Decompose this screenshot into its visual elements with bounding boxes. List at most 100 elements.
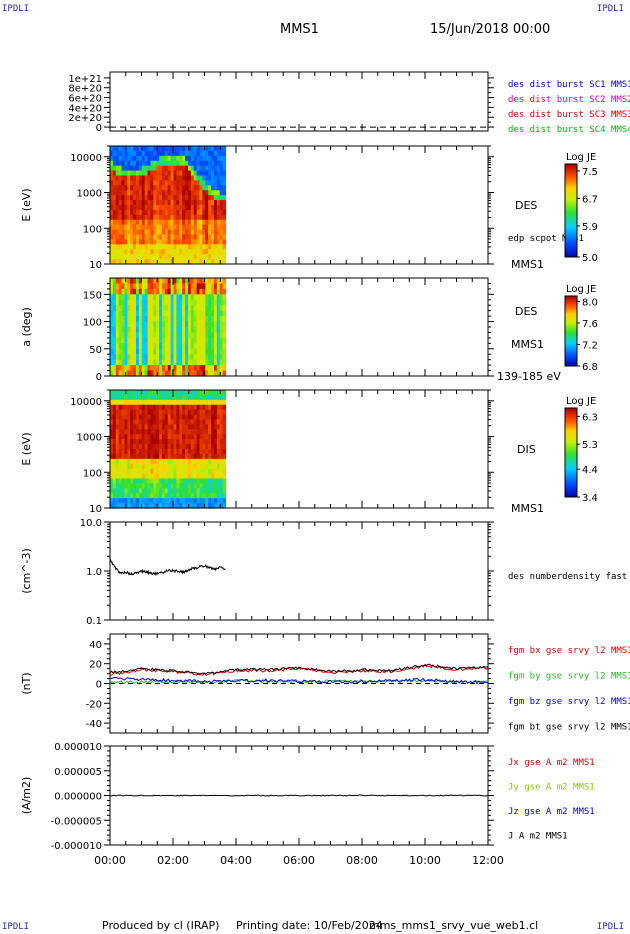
spectrogram-cell — [112, 200, 117, 206]
spectrogram-cell — [193, 434, 198, 440]
spectrogram-cell — [112, 165, 117, 172]
spectrogram-cell — [110, 180, 114, 186]
spectrogram-cell — [127, 498, 131, 504]
spectrogram-cell — [182, 390, 186, 396]
spectrogram-cell — [219, 170, 224, 177]
spectrogram-cell — [159, 299, 163, 306]
spectrogram-cell — [208, 468, 212, 475]
spectrogram-cell — [199, 337, 203, 344]
spectrogram-cell — [185, 305, 189, 312]
spectrogram-cell — [222, 219, 227, 226]
spectrogram-cell — [187, 468, 192, 475]
spectrogram-cell — [156, 399, 160, 406]
corner-tag-top-right: IPDLI — [596, 4, 624, 14]
spectrogram-cell — [213, 503, 218, 509]
spectrogram-cell — [150, 195, 154, 201]
spectrogram-cell — [112, 249, 117, 255]
spectrogram-cell — [196, 299, 201, 306]
spectrogram-cell — [138, 444, 143, 450]
spectrogram-cell — [150, 254, 154, 260]
spectrogram-cell — [150, 190, 154, 196]
spectrogram-cell — [130, 170, 134, 177]
spectrogram-cell — [213, 343, 218, 350]
spectrogram-cell — [170, 473, 175, 480]
spectrogram-cell — [173, 419, 178, 426]
spectrogram-cell — [153, 348, 157, 355]
spectrogram-cell — [213, 316, 218, 323]
spectrogram-cell — [159, 190, 163, 196]
colorbar-tick-label: 6.7 — [582, 194, 598, 205]
spectrogram-cell — [144, 365, 149, 372]
spectrogram-cell — [153, 299, 157, 306]
spectrogram-cell — [153, 278, 157, 285]
spectrogram-cell — [164, 195, 169, 201]
spectrogram-cell — [159, 337, 163, 344]
spectrogram-cell — [161, 354, 166, 361]
spectrogram-cell — [187, 305, 192, 312]
spectrogram-cell — [190, 165, 195, 172]
spectrogram-cell — [110, 424, 114, 430]
spectrogram-cell — [170, 294, 175, 301]
spectrogram-cell — [219, 439, 224, 445]
spectrogram-cell — [115, 165, 120, 172]
spectrogram-cell — [127, 419, 131, 426]
spectrogram-cell — [115, 370, 120, 377]
spectrogram-cell — [193, 239, 198, 245]
spectrogram-cell — [179, 209, 183, 216]
spectrogram-cell — [202, 200, 206, 206]
spectrogram-cell — [127, 399, 131, 406]
spectrogram-cell — [176, 146, 180, 152]
spectrogram-cell — [147, 249, 152, 255]
spectrogram-cell — [173, 170, 178, 177]
spectrogram-cell — [196, 424, 201, 430]
spectrogram-cell — [213, 160, 218, 167]
spectrogram-cell — [202, 458, 206, 465]
spectrogram-cell — [208, 200, 212, 206]
spectrogram-cell — [159, 165, 163, 172]
spectrogram-cell — [187, 493, 192, 499]
spectrogram-cell — [208, 316, 212, 323]
spectrogram-cell — [141, 305, 146, 312]
y-axis-label-des-energy: E (eV) — [20, 188, 33, 221]
spectrogram-cell — [164, 439, 169, 445]
spectrogram-cell — [179, 483, 183, 489]
spectrogram-cell — [205, 165, 209, 172]
spectrogram-cell — [216, 170, 221, 177]
spectrogram-cell — [193, 424, 198, 430]
spacecraft-label: MMS1 — [511, 338, 544, 351]
spectrogram-cell — [222, 390, 227, 396]
spectrogram-cell — [182, 185, 186, 191]
spectrogram-cell — [159, 288, 163, 295]
spectrogram-cell — [222, 449, 227, 455]
spectrogram-cell — [144, 214, 149, 221]
spectrogram-cell — [222, 343, 227, 350]
spectrogram-cell — [150, 259, 154, 265]
spectrogram-cell — [133, 478, 137, 485]
spectrogram-cell — [153, 404, 157, 411]
spectrogram-cell — [219, 370, 224, 377]
spectrogram-cell — [213, 244, 218, 250]
spectrogram-cell — [219, 316, 224, 323]
spectrogram-cell — [133, 327, 137, 334]
y-tick-label: 50 — [89, 345, 102, 356]
spectrogram-cell — [135, 165, 140, 172]
spectrogram-cell — [150, 244, 154, 250]
spectrogram-cell — [118, 190, 123, 196]
spectrogram-cell — [147, 299, 152, 306]
spectrogram-cell — [147, 409, 152, 416]
spectrogram-cell — [196, 343, 201, 350]
spectrogram-cell — [199, 463, 203, 470]
spectrogram-cell — [161, 390, 166, 396]
spectrogram-cell — [219, 390, 224, 396]
spectrogram-cell — [208, 209, 212, 216]
time-axis-label: 12:00 — [472, 854, 504, 867]
spectrogram-cell — [124, 348, 128, 355]
spectrogram-cell — [176, 348, 180, 355]
spectrogram-cell — [213, 434, 218, 440]
spectrogram-cell — [199, 234, 203, 241]
spectrogram-cell — [138, 244, 143, 250]
spectrogram-cell — [150, 288, 154, 295]
spectrogram-cell — [124, 155, 128, 162]
colorbar-tick-label: 3.4 — [582, 493, 598, 504]
spectrogram-cell — [127, 365, 131, 372]
